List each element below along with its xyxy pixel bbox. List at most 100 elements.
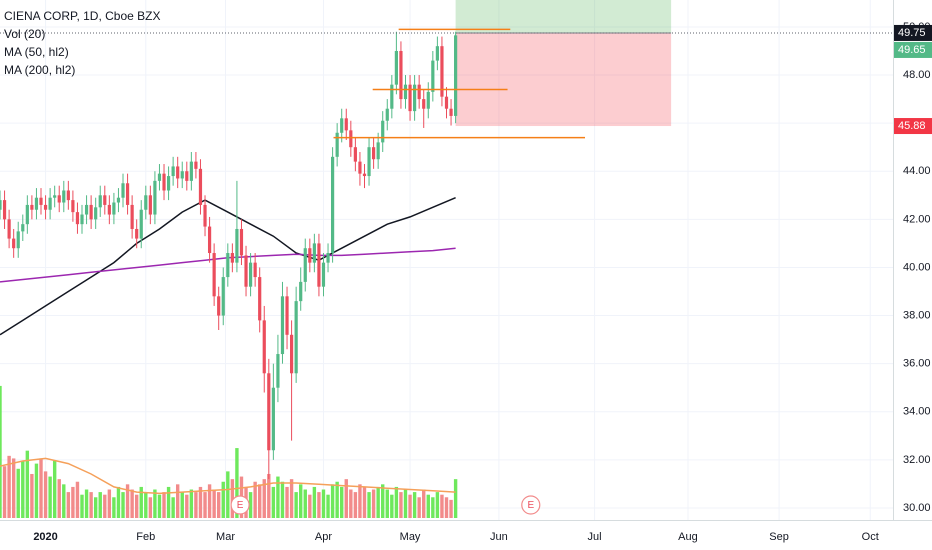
candle-body <box>426 91 430 109</box>
candle-body <box>71 200 75 213</box>
candle-body <box>53 195 57 198</box>
volume-bar <box>390 494 394 518</box>
candle-body <box>21 224 25 232</box>
volume-bar <box>221 481 225 518</box>
y-tick-label: 44.00 <box>903 165 931 177</box>
candle-body <box>144 195 148 210</box>
candle-body <box>7 219 11 239</box>
candle-body <box>267 373 271 451</box>
volume-bar <box>444 497 449 518</box>
volume-bar <box>30 473 34 518</box>
candle-body <box>94 207 98 220</box>
volume-bar <box>335 481 339 518</box>
candle-body <box>340 118 344 133</box>
volume-bar <box>121 492 125 518</box>
volume-bar <box>166 486 171 518</box>
candle-body <box>166 176 171 191</box>
y-tick-label: 30.00 <box>903 502 931 514</box>
volume-bar <box>198 486 203 518</box>
candle-body <box>2 200 7 220</box>
volume-bar <box>89 492 93 518</box>
candle-body <box>212 253 216 297</box>
volume-bar <box>84 489 89 518</box>
volume-bar <box>394 486 399 518</box>
candle-body <box>308 248 312 263</box>
candle-body <box>262 320 266 374</box>
volume-bar <box>189 489 194 518</box>
volume-bar <box>7 455 11 518</box>
volume-bar <box>80 494 84 518</box>
volume-bar <box>303 489 307 518</box>
price-label-box <box>894 118 932 135</box>
candle-body <box>417 84 421 100</box>
candle-body <box>162 173 166 191</box>
volume-bar <box>93 497 98 518</box>
earnings-label: E <box>237 500 244 511</box>
volume-bar <box>144 492 148 518</box>
candle-body <box>317 243 321 287</box>
candle-body <box>399 50 403 100</box>
volume-bar <box>262 479 266 518</box>
earnings-label: E <box>527 500 534 511</box>
price-label: 45.88 <box>898 120 926 132</box>
volume-bar <box>180 492 184 518</box>
volume-bar <box>230 479 235 518</box>
candle-body <box>57 195 61 203</box>
chart-title: CIENA CORP, 1D, Cboe BZX <box>4 9 161 23</box>
candle-body <box>153 180 157 215</box>
volume-bar <box>207 484 212 518</box>
volume-bar <box>139 486 143 518</box>
stop-zone <box>455 32 672 127</box>
candle-body <box>89 204 93 220</box>
volume-bar <box>358 484 362 518</box>
candle-body <box>125 183 130 205</box>
volume-bar <box>257 484 262 518</box>
candle-body <box>103 195 107 205</box>
candle-body <box>381 120 385 143</box>
candle-body <box>80 214 84 225</box>
volume-bar <box>175 484 180 518</box>
x-tick-label: Feb <box>136 531 155 543</box>
candle-body <box>454 35 458 116</box>
candle-body <box>48 197 52 210</box>
volume-bar <box>2 466 7 518</box>
y-tick-label: 38.00 <box>903 309 931 321</box>
volume-bar <box>308 494 312 518</box>
candle-body <box>194 161 198 169</box>
volume-bar <box>431 497 435 518</box>
volume-bar <box>66 492 71 518</box>
x-tick-label: Jun <box>490 531 508 543</box>
volume-bar <box>440 494 444 518</box>
x-tick-label: Sep <box>769 531 789 543</box>
candle-body <box>180 171 184 179</box>
candle-body <box>376 142 380 160</box>
candle-body <box>139 209 143 239</box>
candle-body <box>358 161 362 174</box>
candle-body <box>344 118 348 131</box>
volume-bar <box>71 486 75 518</box>
volume-bar <box>422 489 426 518</box>
candle-body <box>0 200 2 210</box>
x-tick-label: Mar <box>216 531 235 543</box>
candle-body <box>312 243 316 263</box>
earnings-marker <box>521 495 541 515</box>
candle-body <box>408 84 412 112</box>
indicator-label: MA (200, hl2) <box>4 63 75 77</box>
volume-bar <box>371 489 376 518</box>
y-tick-label: 48.00 <box>903 69 931 81</box>
indicator-label: Vol (20) <box>4 27 45 41</box>
volume-bar <box>235 448 239 518</box>
y-tick-label: 42.00 <box>903 213 931 225</box>
volume-bar <box>57 479 61 518</box>
price-label-box <box>894 41 932 58</box>
volume-bar <box>153 489 157 518</box>
candle-body <box>12 238 16 249</box>
volume-bar <box>289 479 294 518</box>
volume-bar <box>381 484 385 518</box>
volume-bar <box>312 486 317 518</box>
candle-body <box>16 231 20 249</box>
candle-body <box>422 99 426 109</box>
volume-bar <box>116 486 121 518</box>
